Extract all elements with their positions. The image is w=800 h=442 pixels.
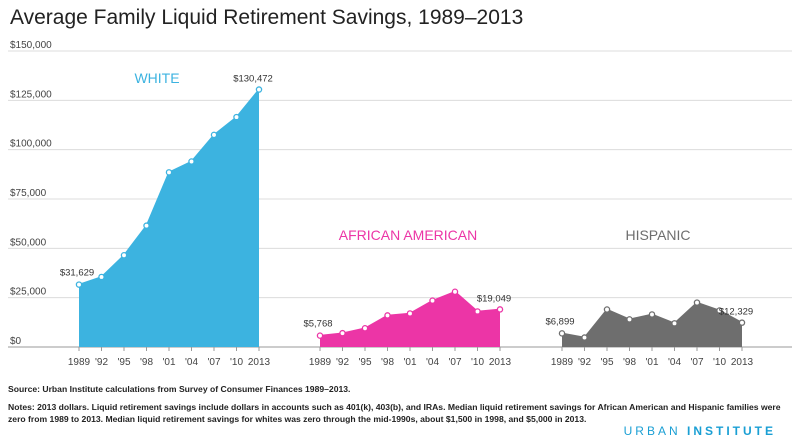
x-tick-label: '95 — [600, 357, 613, 368]
data-point — [98, 273, 105, 281]
y-tick-label: $150,000 — [10, 40, 52, 51]
x-tick-label: '98 — [623, 357, 636, 368]
brand-part2: INSTITUTE — [687, 424, 776, 438]
data-point — [406, 310, 414, 317]
data-point — [648, 311, 656, 318]
x-tick-label: 2013 — [489, 357, 512, 368]
y-tick-label: $100,000 — [10, 139, 52, 150]
source-note: Source: Urban Institute calculations fro… — [8, 384, 351, 394]
urban-institute-logo: URBAN INSTITUTE — [624, 424, 776, 438]
x-tick-label: '04 — [185, 357, 198, 368]
data-point — [361, 325, 369, 332]
x-tick-label: '01 — [645, 357, 658, 368]
data-point — [738, 319, 746, 326]
data-label-last: $12,329 — [719, 307, 753, 318]
series-label: AFRICAN AMERICAN — [339, 227, 477, 243]
data-point — [716, 307, 723, 314]
x-tick-label: 1989 — [551, 357, 574, 368]
data-label-first: $6,899 — [545, 316, 574, 327]
notes-text: Notes: 2013 dollars. Liquid retirement s… — [8, 402, 781, 424]
y-tick-label: $0 — [10, 336, 22, 347]
data-point — [210, 131, 218, 139]
x-tick-label: '10 — [471, 357, 484, 368]
data-label-last: $19,049 — [477, 293, 511, 304]
data-point — [496, 306, 504, 313]
data-point — [603, 306, 611, 313]
x-tick-label: '92 — [578, 357, 591, 368]
x-tick-label: '98 — [381, 357, 394, 368]
data-point — [233, 113, 240, 121]
x-tick-label: '07 — [448, 357, 461, 368]
y-tick-label: $50,000 — [10, 237, 47, 248]
x-tick-label: 2013 — [248, 357, 271, 368]
data-point — [316, 332, 324, 339]
x-tick-label: '98 — [140, 357, 153, 368]
x-tick-label: '07 — [690, 357, 703, 368]
data-point — [581, 334, 588, 341]
data-point — [451, 288, 459, 295]
series-label: WHITE — [134, 70, 179, 86]
data-point — [384, 312, 391, 319]
data-point — [671, 320, 678, 327]
data-point — [558, 330, 566, 337]
data-point — [120, 251, 128, 259]
area-0 — [79, 89, 259, 348]
area-2 — [562, 302, 742, 347]
data-point — [693, 299, 701, 306]
x-tick-label: '01 — [403, 357, 416, 368]
data-point — [339, 329, 346, 337]
x-tick-label: '92 — [336, 357, 349, 368]
x-tick-label: '92 — [95, 357, 108, 368]
data-point — [75, 281, 83, 288]
x-tick-label: 2013 — [731, 357, 754, 368]
x-tick-label: '04 — [426, 357, 439, 368]
x-tick-label: '10 — [713, 357, 726, 368]
series-label: HISPANIC — [625, 227, 690, 243]
brand-part1: URBAN — [623, 424, 681, 438]
data-label-last: $130,472 — [233, 74, 273, 85]
data-point — [255, 86, 263, 93]
x-tick-label: '07 — [207, 357, 220, 368]
data-label-first: $5,768 — [303, 319, 332, 330]
x-tick-label: '01 — [162, 357, 175, 368]
x-tick-label: '10 — [230, 357, 243, 368]
x-tick-label: '04 — [668, 357, 681, 368]
chart-title: Average Family Liquid Retirement Savings… — [10, 6, 524, 29]
x-tick-label: '95 — [358, 357, 371, 368]
data-label-first: $31,629 — [60, 268, 94, 279]
x-tick-label: '95 — [117, 357, 130, 368]
area-1 — [320, 291, 500, 347]
x-tick-label: 1989 — [68, 357, 91, 368]
data-point — [188, 158, 195, 165]
chart-canvas: $150,000 $125,000 $100,000 $75,000 $50,000 $2… — [8, 40, 792, 368]
x-tick-label: 1989 — [309, 357, 332, 368]
y-tick-label: $25,000 — [10, 287, 47, 298]
data-point — [429, 297, 436, 304]
data-point — [626, 316, 633, 323]
y-tick-label: $125,000 — [10, 89, 52, 100]
y-tick-label: $75,000 — [10, 188, 47, 199]
data-point — [143, 222, 150, 229]
data-point — [474, 308, 481, 315]
data-point — [165, 169, 173, 176]
